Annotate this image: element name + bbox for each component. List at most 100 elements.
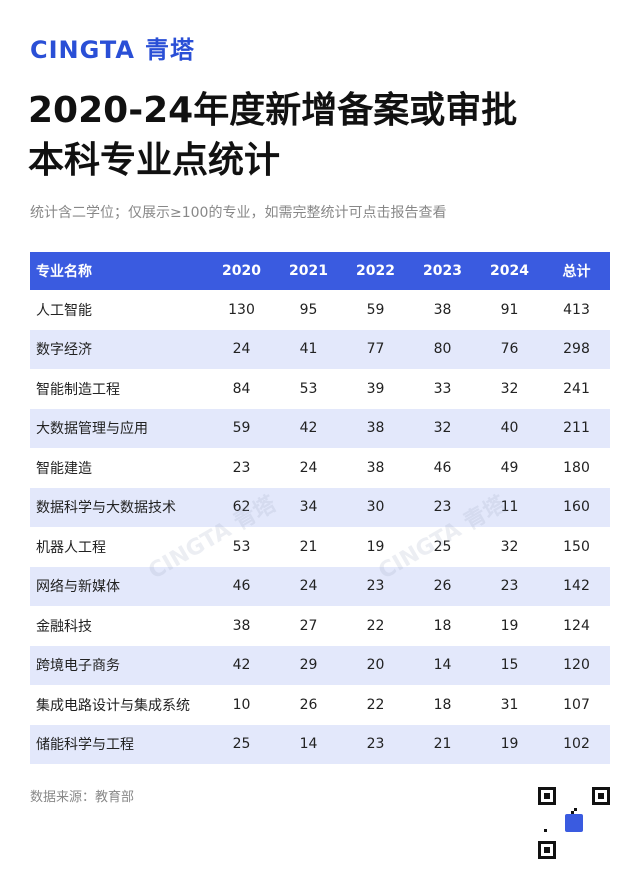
brand-name: CINGTA <box>30 36 135 64</box>
row-label: 数据科学与大数据技术 <box>36 500 176 517</box>
table-row: 大数据管理与应用 59 42 38 32 40 211 <box>30 408 610 448</box>
table-cell: 46 <box>232 578 251 595</box>
table-cell: 24 <box>299 578 318 595</box>
column-header: 2020 <box>222 263 261 279</box>
table-cell: 23 <box>366 578 385 595</box>
table-cell: 77 <box>366 341 385 358</box>
table-row: 机器人工程 53 21 19 25 32 150 <box>30 527 610 567</box>
table-cell: 298 <box>563 341 590 358</box>
table-row: 储能科学与工程 25 14 23 21 19 102 <box>30 724 610 764</box>
table-header: 专业名称 2020 2021 2022 2023 2024 总计 <box>30 252 610 290</box>
title-line: 本科专业点统计 <box>28 140 281 181</box>
qr-module <box>574 808 577 811</box>
table-cell: 34 <box>299 499 318 516</box>
row-label: 机器人工程 <box>36 539 106 556</box>
qr-code[interactable] <box>538 787 610 859</box>
table-cell: 15 <box>500 657 519 674</box>
qr-module <box>544 829 547 832</box>
table-cell: 80 <box>433 341 452 358</box>
table-cell: 84 <box>232 380 251 397</box>
table-cell: 23 <box>232 459 251 476</box>
row-label: 储能科学与工程 <box>36 737 134 754</box>
table-cell: 31 <box>500 696 519 713</box>
table-cell: 24 <box>232 341 251 358</box>
table-cell: 102 <box>563 736 590 753</box>
table-cell: 25 <box>232 736 251 753</box>
table-cell: 53 <box>299 380 318 397</box>
table-cell: 160 <box>563 499 590 516</box>
table-cell: 107 <box>563 696 590 713</box>
row-label: 集成电路设计与集成系统 <box>36 697 190 714</box>
table-cell: 180 <box>563 459 590 476</box>
table-cell: 33 <box>433 380 452 397</box>
table-row: 网络与新媒体 46 24 23 26 23 142 <box>30 566 610 606</box>
source: 数据来源：教育部 <box>30 790 135 805</box>
table-cell: 21 <box>299 538 318 555</box>
table-cell: 46 <box>433 459 452 476</box>
table-cell: 62 <box>232 499 251 516</box>
table-row: 跨境电子商务 42 29 20 14 15 120 <box>30 645 610 685</box>
table-cell: 22 <box>366 617 385 634</box>
table-row: 数据科学与大数据技术 62 34 30 23 11 160 <box>30 487 610 527</box>
table-cell: 91 <box>500 301 519 318</box>
table-cell: 32 <box>500 380 519 397</box>
table-cell: 39 <box>366 380 385 397</box>
table-cell: 25 <box>433 538 452 555</box>
row-label: 人工智能 <box>36 302 92 319</box>
row-label: 智能制造工程 <box>36 381 120 398</box>
table-cell: 59 <box>232 420 251 437</box>
column-header: 专业名称 <box>36 264 92 280</box>
table-cell: 42 <box>299 420 318 437</box>
table-row: 智能建造 23 24 38 46 49 180 <box>30 448 610 488</box>
row-label: 智能建造 <box>36 460 92 477</box>
table-cell: 49 <box>500 459 519 476</box>
column-header: 总计 <box>562 264 591 280</box>
table-row: 金融科技 38 27 22 18 19 124 <box>30 606 610 646</box>
table-cell: 38 <box>366 420 385 437</box>
column-header: 2022 <box>356 263 395 279</box>
table-cell: 41 <box>299 341 318 358</box>
table-cell: 24 <box>299 459 318 476</box>
table-cell: 19 <box>500 736 519 753</box>
column-header: 2023 <box>423 263 462 279</box>
qr-module <box>571 811 574 814</box>
table-cell: 211 <box>563 420 590 437</box>
table-row: 数字经济 24 41 77 80 76 298 <box>30 329 610 369</box>
table-cell: 42 <box>232 657 251 674</box>
table: 专业名称 2020 2021 2022 2023 2024 总计 人工智能 130 95 59 38 9… <box>30 252 610 764</box>
table-cell: 21 <box>433 736 452 753</box>
brand: CINGTA 青塔 <box>30 30 195 65</box>
row-label: 跨境电子商务 <box>36 658 120 675</box>
title: 2020-24年度新增备案或审批 本科专业点统计 <box>28 86 517 186</box>
column-header: 2021 <box>289 263 328 279</box>
table-cell: 11 <box>500 499 519 516</box>
row-label: 金融科技 <box>36 618 92 635</box>
row-label: 大数据管理与应用 <box>36 421 148 438</box>
row-label: 数字经济 <box>36 342 92 359</box>
table-cell: 130 <box>228 301 255 318</box>
table-cell: 23 <box>500 578 519 595</box>
table-row: 人工智能 130 95 59 38 91 413 <box>30 290 610 330</box>
table-cell: 26 <box>433 578 452 595</box>
table-cell: 32 <box>433 420 452 437</box>
table-cell: 120 <box>563 657 590 674</box>
table-cell: 18 <box>433 696 452 713</box>
table-row: 集成电路设计与集成系统 10 26 22 18 31 107 <box>30 685 610 725</box>
table-cell: 18 <box>433 617 452 634</box>
table-cell: 23 <box>366 736 385 753</box>
table-cell: 59 <box>366 301 385 318</box>
table-cell: 142 <box>563 578 590 595</box>
table-cell: 241 <box>563 380 590 397</box>
table-cell: 14 <box>299 736 318 753</box>
table-cell: 23 <box>433 499 452 516</box>
brand-name-cn: 青塔 <box>145 36 195 64</box>
table-cell: 14 <box>433 657 452 674</box>
title-line: 2020-24年度新增备案或审批 <box>28 90 518 131</box>
table-cell: 19 <box>366 538 385 555</box>
table-cell: 26 <box>299 696 318 713</box>
row-label: 网络与新媒体 <box>36 579 120 596</box>
table-cell: 19 <box>500 617 519 634</box>
table-cell: 40 <box>500 420 519 437</box>
table-cell: 95 <box>299 301 318 318</box>
